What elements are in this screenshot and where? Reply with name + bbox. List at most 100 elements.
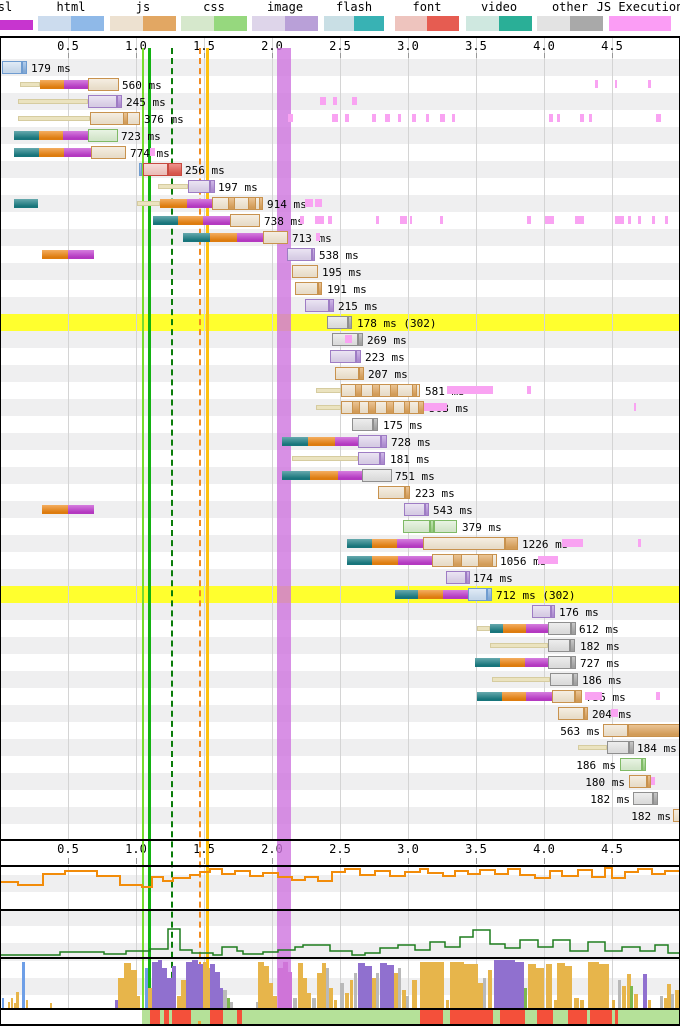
axis-tick-mark	[612, 858, 613, 864]
request-bar-segment-s	[526, 624, 548, 633]
request-bar-segment-lt	[88, 129, 118, 142]
activity-spike-o	[622, 986, 626, 1008]
request-row[interactable]: 174 ms	[0, 569, 680, 586]
request-bar-segment-ld	[642, 758, 646, 771]
legend-label-sl: sl	[0, 0, 13, 14]
request-bar-segment-ld	[573, 673, 578, 686]
request-row[interactable]: 728 ms	[0, 433, 680, 450]
activity-spike-o	[177, 996, 181, 1008]
request-row[interactable]: 197 ms	[0, 178, 680, 195]
request-row[interactable]: 755 ms	[0, 688, 680, 705]
activity-spike-v	[283, 962, 288, 1008]
js-execution-blip	[352, 97, 357, 105]
request-row[interactable]: 186 ms	[0, 671, 680, 688]
request-row[interactable]: 727 ms	[0, 654, 680, 671]
request-row[interactable]: 712 ms (302)	[0, 586, 680, 603]
interactivity-segment-r	[172, 1010, 191, 1024]
request-row[interactable]: 182 ms	[0, 790, 680, 807]
request-row[interactable]: 176 ms	[0, 603, 680, 620]
chart-border	[0, 865, 680, 867]
request-bar-segment-lt	[446, 571, 466, 584]
request-bar-segment-lt	[188, 180, 210, 193]
request-row[interactable]: 713 ms	[0, 229, 680, 246]
axis-tick-label-top: 1.5	[193, 39, 215, 53]
activity-spike-o	[464, 964, 478, 1008]
request-row[interactable]: 1226 ms	[0, 535, 680, 552]
request-row[interactable]: 612 ms	[0, 620, 680, 637]
request-row[interactable]: 538 ms	[0, 246, 680, 263]
request-row[interactable]: 256 ms	[0, 161, 680, 178]
request-row[interactable]: 175 ms	[0, 416, 680, 433]
request-row[interactable]: 184 ms	[0, 739, 680, 756]
activity-spike-o	[334, 1000, 337, 1008]
request-bar-segment-ld	[329, 299, 334, 312]
interactivity-segment-r	[568, 1010, 587, 1024]
legend-swatch-sl	[0, 20, 33, 30]
request-row[interactable]: 581 ms	[0, 382, 680, 399]
request-bar-segment-ld	[372, 384, 380, 397]
request-bar-segment-ld	[551, 605, 555, 618]
request-row[interactable]: 751 ms	[0, 467, 680, 484]
request-bar-segment-ld	[418, 401, 424, 414]
request-row[interactable]: 245 ms	[0, 93, 680, 110]
request-row[interactable]: 376 ms	[0, 110, 680, 127]
request-bar-segment-lt	[620, 758, 642, 771]
request-row[interactable]: 269 ms	[0, 331, 680, 348]
request-row[interactable]: 186 ms	[0, 756, 680, 773]
request-row[interactable]: 178 ms (302)	[0, 314, 680, 331]
request-row[interactable]: 560 ms	[0, 76, 680, 93]
marker-on-load	[206, 48, 209, 1008]
chart-border	[0, 36, 680, 38]
axis-tick-label-top: 3.0	[397, 39, 419, 53]
request-bar-segment-d	[14, 131, 39, 140]
axis-tick-mark	[204, 858, 205, 864]
interactivity-segment-r	[450, 1010, 493, 1024]
request-row[interactable]: 182 ms	[0, 807, 680, 824]
request-bar-segment-lt	[341, 384, 420, 397]
activity-spike-o	[667, 984, 671, 1008]
request-row[interactable]: 563 ms	[0, 399, 680, 416]
activity-spike-o	[181, 980, 186, 1008]
request-row[interactable]: 914 ms	[0, 195, 680, 212]
request-bar-segment-ld	[318, 282, 322, 295]
request-row[interactable]: 738 ms	[0, 212, 680, 229]
request-row[interactable]: 723 ms	[0, 127, 680, 144]
request-bar-segment-lt	[358, 452, 380, 465]
request-row[interactable]: 204 ms	[0, 705, 680, 722]
activity-spike-b	[2, 998, 4, 1008]
request-bar-segment-lt	[292, 265, 318, 278]
gridline	[272, 38, 273, 839]
legend-swatch-font	[395, 16, 459, 31]
gridline	[612, 38, 613, 839]
interactivity-segment-r	[150, 1010, 160, 1024]
request-row[interactable]: 774 ms	[0, 144, 680, 161]
request-row[interactable]: 191 ms	[0, 280, 680, 297]
request-row[interactable]: 182 ms	[0, 637, 680, 654]
request-row[interactable]: 223 ms	[0, 348, 680, 365]
request-bar-segment-w	[18, 116, 90, 121]
request-row[interactable]: 179 ms	[0, 59, 680, 76]
request-row[interactable]: 180 ms	[0, 773, 680, 790]
request-row[interactable]: 1056 ms	[0, 552, 680, 569]
request-row[interactable]: 543 ms	[0, 501, 680, 518]
request-bar-segment-s	[338, 471, 362, 480]
request-time-label: 195 ms	[322, 266, 362, 279]
activity-spike-o	[664, 998, 667, 1008]
activity-spike-o	[402, 990, 406, 1008]
request-bar-segment-c	[39, 131, 63, 140]
request-row[interactable]: 215 ms	[0, 297, 680, 314]
request-row[interactable]: 207 ms	[0, 365, 680, 382]
request-row[interactable]: 223 ms	[0, 484, 680, 501]
request-bar-segment-lt	[335, 367, 359, 380]
request-row[interactable]: 181 ms	[0, 450, 680, 467]
request-row[interactable]: 195 ms	[0, 263, 680, 280]
activity-spike-o	[350, 980, 353, 1008]
request-row[interactable]: 563 ms	[0, 722, 680, 739]
request-row[interactable]: 379 ms	[0, 518, 680, 535]
activity-spike-o	[148, 988, 152, 1008]
activity-spike-p	[365, 966, 372, 1008]
js-execution-blip	[385, 114, 390, 122]
js-execution-blip	[447, 386, 493, 394]
request-time-label: 269 ms	[367, 334, 407, 347]
interactivity-segment-r	[537, 1010, 553, 1024]
